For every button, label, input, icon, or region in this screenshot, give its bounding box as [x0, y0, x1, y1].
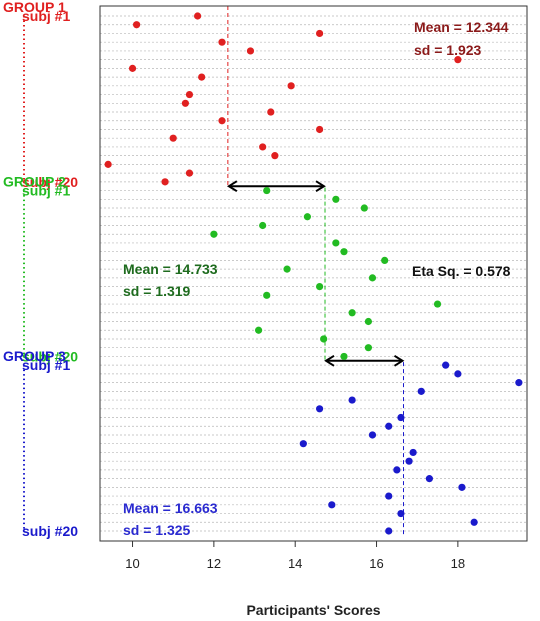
first-subject-label: subj #1	[22, 8, 70, 24]
x-tick-label: 16	[369, 556, 383, 571]
sd-annotation: sd = 1.319	[123, 283, 191, 299]
data-point	[316, 29, 324, 38]
data-point	[332, 239, 340, 247]
data-point	[185, 169, 194, 177]
x-axis-label: Participants' Scores	[246, 602, 380, 618]
data-point	[340, 352, 348, 361]
last-subject-label: subj #20	[22, 348, 78, 364]
data-point	[320, 335, 328, 343]
arrow-head-right	[393, 354, 405, 367]
data-point	[442, 361, 450, 369]
last-subject-label: subj #20	[22, 523, 78, 539]
data-point	[332, 195, 340, 203]
data-point	[368, 274, 377, 282]
data-point	[316, 125, 324, 134]
data-point	[133, 21, 141, 29]
data-point	[303, 213, 311, 221]
data-point	[385, 422, 393, 430]
data-point	[454, 370, 462, 378]
x-tick-label: 10	[125, 556, 139, 571]
sd-annotation: sd = 1.325	[123, 522, 191, 538]
x-tick-label: 18	[451, 556, 465, 571]
data-point	[364, 344, 372, 352]
data-point	[194, 12, 202, 20]
group-name: GROUP 2	[3, 174, 66, 190]
data-point	[210, 230, 218, 238]
data-point	[283, 265, 291, 273]
data-point	[271, 152, 279, 160]
mean-annotation: Mean = 14.733	[123, 261, 218, 277]
data-point	[299, 440, 307, 448]
arrow-head-left	[324, 354, 335, 367]
x-tick-label: 14	[288, 556, 302, 571]
data-point	[364, 317, 372, 326]
data-point	[454, 56, 462, 64]
sd-annotation: sd = 1.923	[414, 42, 482, 58]
data-point	[328, 501, 336, 509]
data-point	[470, 518, 478, 526]
data-point	[397, 509, 405, 518]
data-point	[104, 160, 112, 168]
difference-arrows	[226, 180, 405, 367]
first-subject-label: subj #1	[22, 357, 70, 373]
data-point	[417, 387, 425, 395]
mean-lines	[227, 6, 404, 535]
data-point	[385, 492, 393, 500]
data-point	[393, 466, 401, 474]
row-grid	[100, 15, 527, 532]
x-tick-label: 12	[207, 556, 221, 571]
x-axis: 10 12 14 16 18	[125, 541, 465, 571]
data-point	[385, 527, 393, 535]
data-point	[405, 457, 413, 465]
data-point	[515, 379, 523, 387]
data-point	[360, 204, 368, 212]
data-point	[218, 117, 226, 125]
data-point	[287, 82, 295, 90]
data-point	[259, 143, 267, 151]
group-name: GROUP 3	[3, 348, 66, 364]
data-point	[381, 256, 389, 265]
last-subject-label: subj #20	[22, 174, 78, 190]
data-point	[185, 90, 194, 99]
data-point	[316, 405, 324, 413]
data-point	[348, 396, 356, 404]
data-point	[263, 291, 271, 299]
plot-frame	[99, 5, 528, 542]
stat-annotations: Mean = 12.344 sd = 1.923 Mean = 14.733 sd =…	[123, 19, 511, 538]
arrow-head-right	[315, 180, 326, 193]
data-point	[161, 178, 169, 186]
data-point	[263, 186, 271, 195]
data-points	[104, 12, 523, 535]
data-point	[246, 47, 255, 55]
data-point	[409, 448, 417, 457]
data-point	[128, 64, 137, 72]
mean-annotation: Mean = 12.344	[414, 19, 509, 35]
data-point	[458, 483, 466, 491]
data-point	[198, 73, 206, 81]
mean-annotation: Mean = 16.663	[123, 500, 218, 516]
data-point	[255, 326, 263, 334]
data-point	[397, 413, 405, 422]
data-point	[181, 99, 189, 107]
group-name: GROUP 1	[3, 0, 66, 15]
data-point	[425, 475, 433, 483]
data-point	[433, 300, 442, 308]
data-point	[267, 108, 275, 116]
arrow-head-left	[226, 180, 238, 193]
data-point	[316, 282, 324, 291]
eta-annotation: Eta Sq. = 0.578	[412, 263, 511, 279]
first-subject-label: subj #1	[22, 183, 70, 199]
data-point	[218, 38, 226, 46]
data-point	[169, 134, 177, 142]
data-point	[368, 431, 377, 439]
data-point	[348, 309, 356, 317]
data-point	[340, 248, 348, 256]
data-point	[259, 221, 267, 230]
